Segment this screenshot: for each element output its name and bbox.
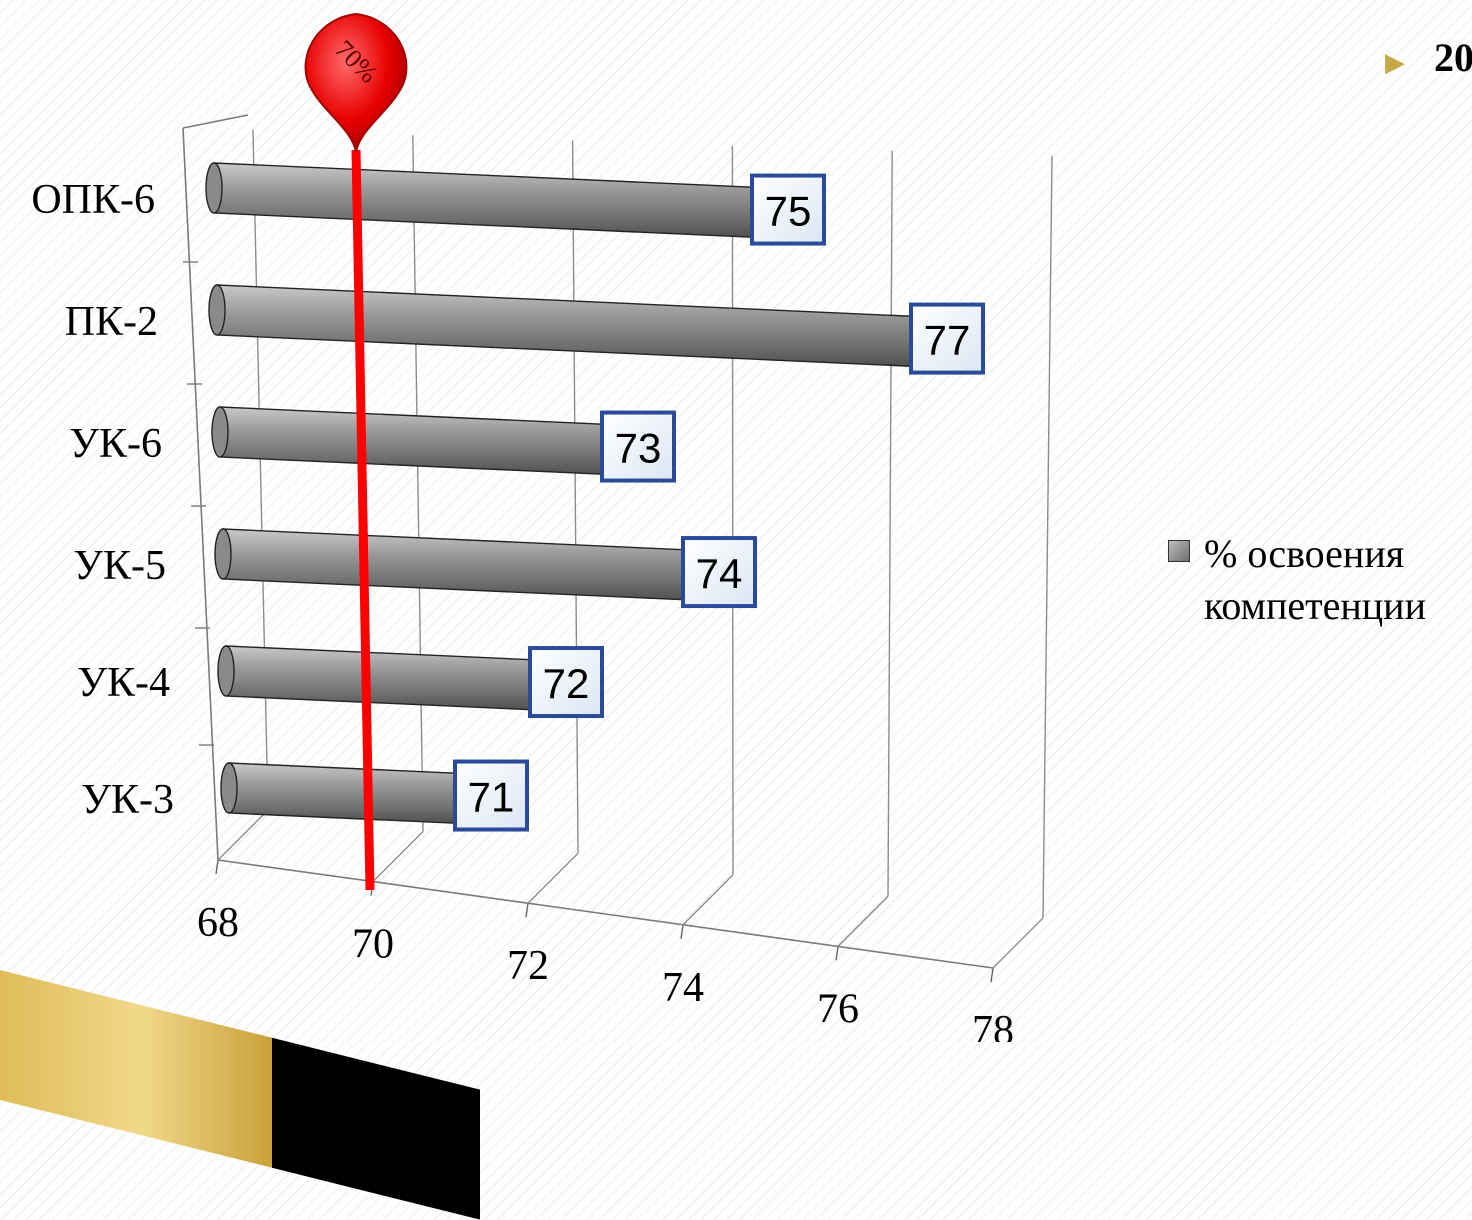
threshold-marker: 70% (304, 12, 408, 891)
bar (220, 762, 472, 825)
category-label: УК-5 (73, 543, 166, 589)
bar (214, 528, 700, 601)
legend-swatch (1168, 540, 1190, 562)
value-label-text: 73 (615, 425, 662, 472)
value-label-box (453, 759, 529, 832)
bar-body (222, 528, 692, 601)
grid-depth-line (682, 874, 734, 926)
bar-cap-start (205, 162, 223, 214)
x-tick-mark (215, 859, 219, 875)
bar-chart: 70% 75 77 73 74 72 71 68 70 72 74 76 78 ОПК-6 ПК-2 УК… (31, 12, 1053, 1042)
x-tick-label: 78 (972, 1008, 1014, 1042)
bar (208, 284, 928, 368)
bar-body (216, 284, 920, 368)
x-tick-mark (990, 967, 994, 983)
grid-depth-line (217, 809, 269, 861)
value-label-text: 77 (924, 317, 971, 364)
x-tick-label: 72 (507, 943, 549, 989)
value-label-box (681, 536, 757, 609)
axis-labels: 68 70 72 74 76 78 ОПК-6 ПК-2 УК-6 УК-5 УК-4 УК-3 (31, 177, 1014, 1042)
x-tick-mark (835, 946, 839, 961)
category-label: ОПК-6 (31, 177, 155, 223)
bars (205, 162, 928, 825)
grid-vertical-line (1042, 155, 1053, 919)
category-label: УК-6 (69, 421, 162, 467)
value-labels: 75 77 73 74 72 71 (453, 173, 985, 832)
bar-cap-start (217, 645, 235, 697)
legend: % освоения компетенции (1168, 528, 1472, 632)
bar-body (225, 645, 539, 711)
bar-body (213, 162, 761, 239)
category-label: ПК-2 (65, 299, 158, 345)
category-label: УК-4 (77, 660, 170, 706)
value-label-box (528, 646, 604, 719)
value-label-box (600, 410, 676, 483)
grid-depth-line (372, 831, 424, 883)
bar-body (219, 406, 611, 476)
slide-header: 20 (1434, 35, 1472, 80)
bar-cap-start (211, 406, 229, 458)
value-label-text: 74 (696, 550, 743, 597)
value-label-box (909, 302, 985, 375)
grid-vertical-line (887, 150, 893, 897)
value-label: 74 (681, 536, 757, 609)
bullet-arrow-icon: ▶ (1385, 48, 1405, 78)
value-label-text: 75 (765, 188, 812, 235)
threshold-pin-head (304, 12, 408, 153)
grid-vertical-line (731, 145, 734, 875)
category-label: УК-3 (81, 777, 174, 823)
value-label-text: 71 (468, 774, 515, 821)
x-axis-line (217, 859, 994, 969)
bar-body (228, 762, 464, 825)
bar (211, 406, 619, 476)
x-tick-label: 68 (197, 900, 239, 946)
value-label: 73 (600, 410, 676, 483)
x-tick-label: 70 (352, 922, 394, 968)
bar-cap-start (214, 528, 232, 580)
value-label: 77 (909, 302, 985, 375)
grid-vertical-line (252, 129, 269, 811)
threshold-line (351, 149, 375, 891)
axes (182, 114, 994, 983)
threshold-pin: 70% (304, 12, 408, 153)
grid-lines (217, 129, 1053, 969)
x-tick-label: 74 (662, 965, 704, 1011)
value-label: 72 (528, 646, 604, 719)
bar (205, 162, 769, 239)
x-tick-label: 76 (817, 986, 859, 1032)
value-label-box (750, 173, 826, 246)
grid-depth-line (992, 917, 1044, 969)
bar (217, 645, 547, 711)
value-label: 71 (453, 759, 529, 832)
x-tick-mark (680, 924, 684, 939)
value-label-text: 72 (543, 660, 590, 707)
bar-cap-start (208, 284, 226, 336)
grid-depth-line (527, 852, 579, 904)
y-axis-line (182, 127, 219, 861)
grid-vertical-line (571, 140, 579, 854)
bar-cap-start (220, 762, 238, 814)
y-axis-top-line (182, 114, 249, 129)
legend-entry-line-2: компетенции (1204, 583, 1426, 628)
grid-vertical-line (412, 135, 424, 832)
legend-entry-line-1: % освоения (1204, 531, 1405, 576)
x-tick-mark (525, 903, 529, 918)
value-label: 75 (750, 173, 826, 246)
grid-depth-line (837, 895, 889, 947)
